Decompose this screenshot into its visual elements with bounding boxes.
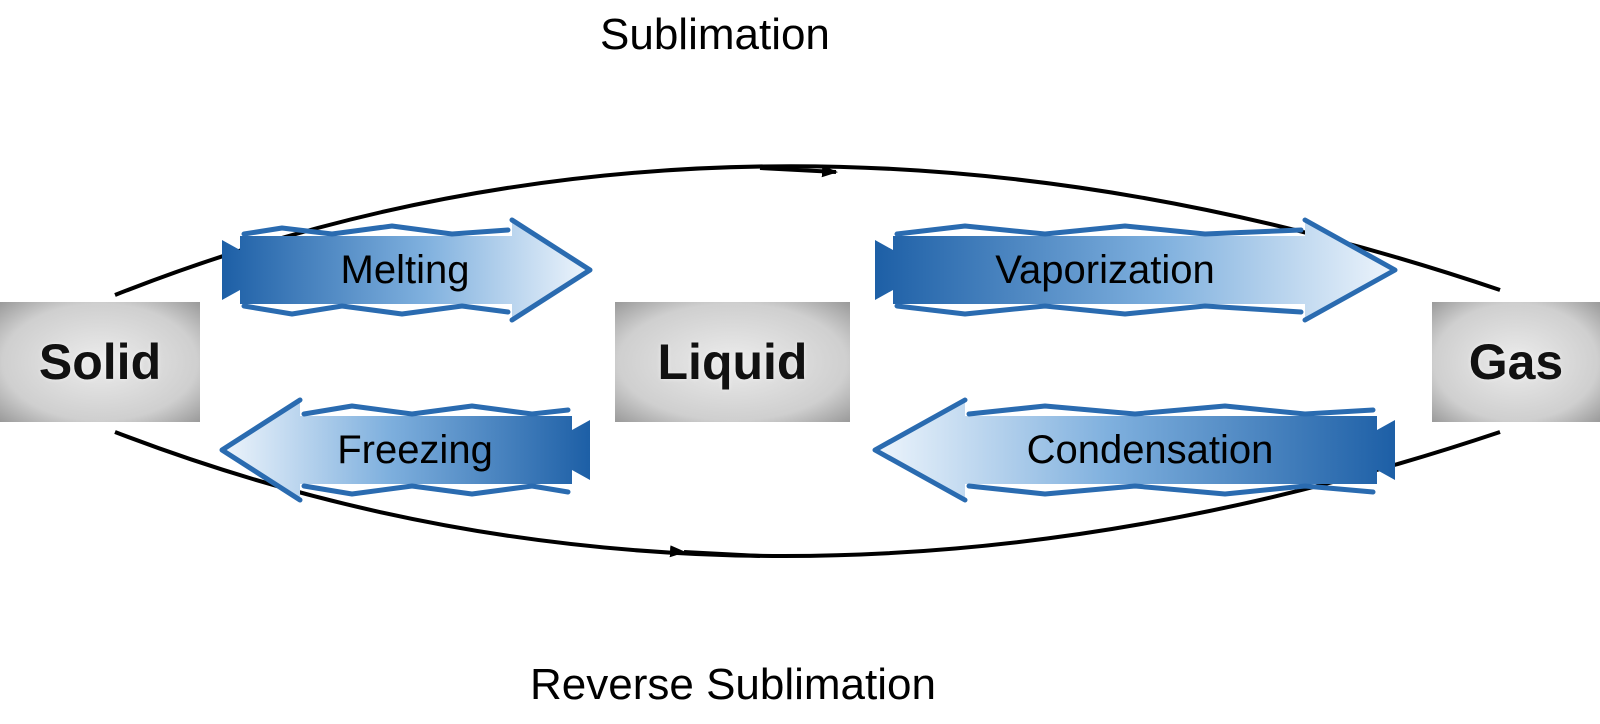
- state-label-solid: Solid: [39, 333, 161, 391]
- state-label-gas: Gas: [1469, 333, 1564, 391]
- arrow-melting: [222, 220, 590, 320]
- phase-change-diagram: Solid Liquid Gas Sublimation Reverse Sub…: [0, 0, 1600, 724]
- state-liquid: Liquid: [615, 302, 850, 422]
- label-sublimation: Sublimation: [600, 10, 830, 60]
- label-reverse-sublimation: Reverse Sublimation: [530, 660, 936, 710]
- arrow-vaporization: [875, 220, 1395, 320]
- state-solid: Solid: [0, 302, 200, 422]
- arrow-condensation: [875, 400, 1395, 500]
- state-gas: Gas: [1432, 302, 1600, 422]
- arrow-freezing: [222, 400, 590, 500]
- state-label-liquid: Liquid: [658, 333, 808, 391]
